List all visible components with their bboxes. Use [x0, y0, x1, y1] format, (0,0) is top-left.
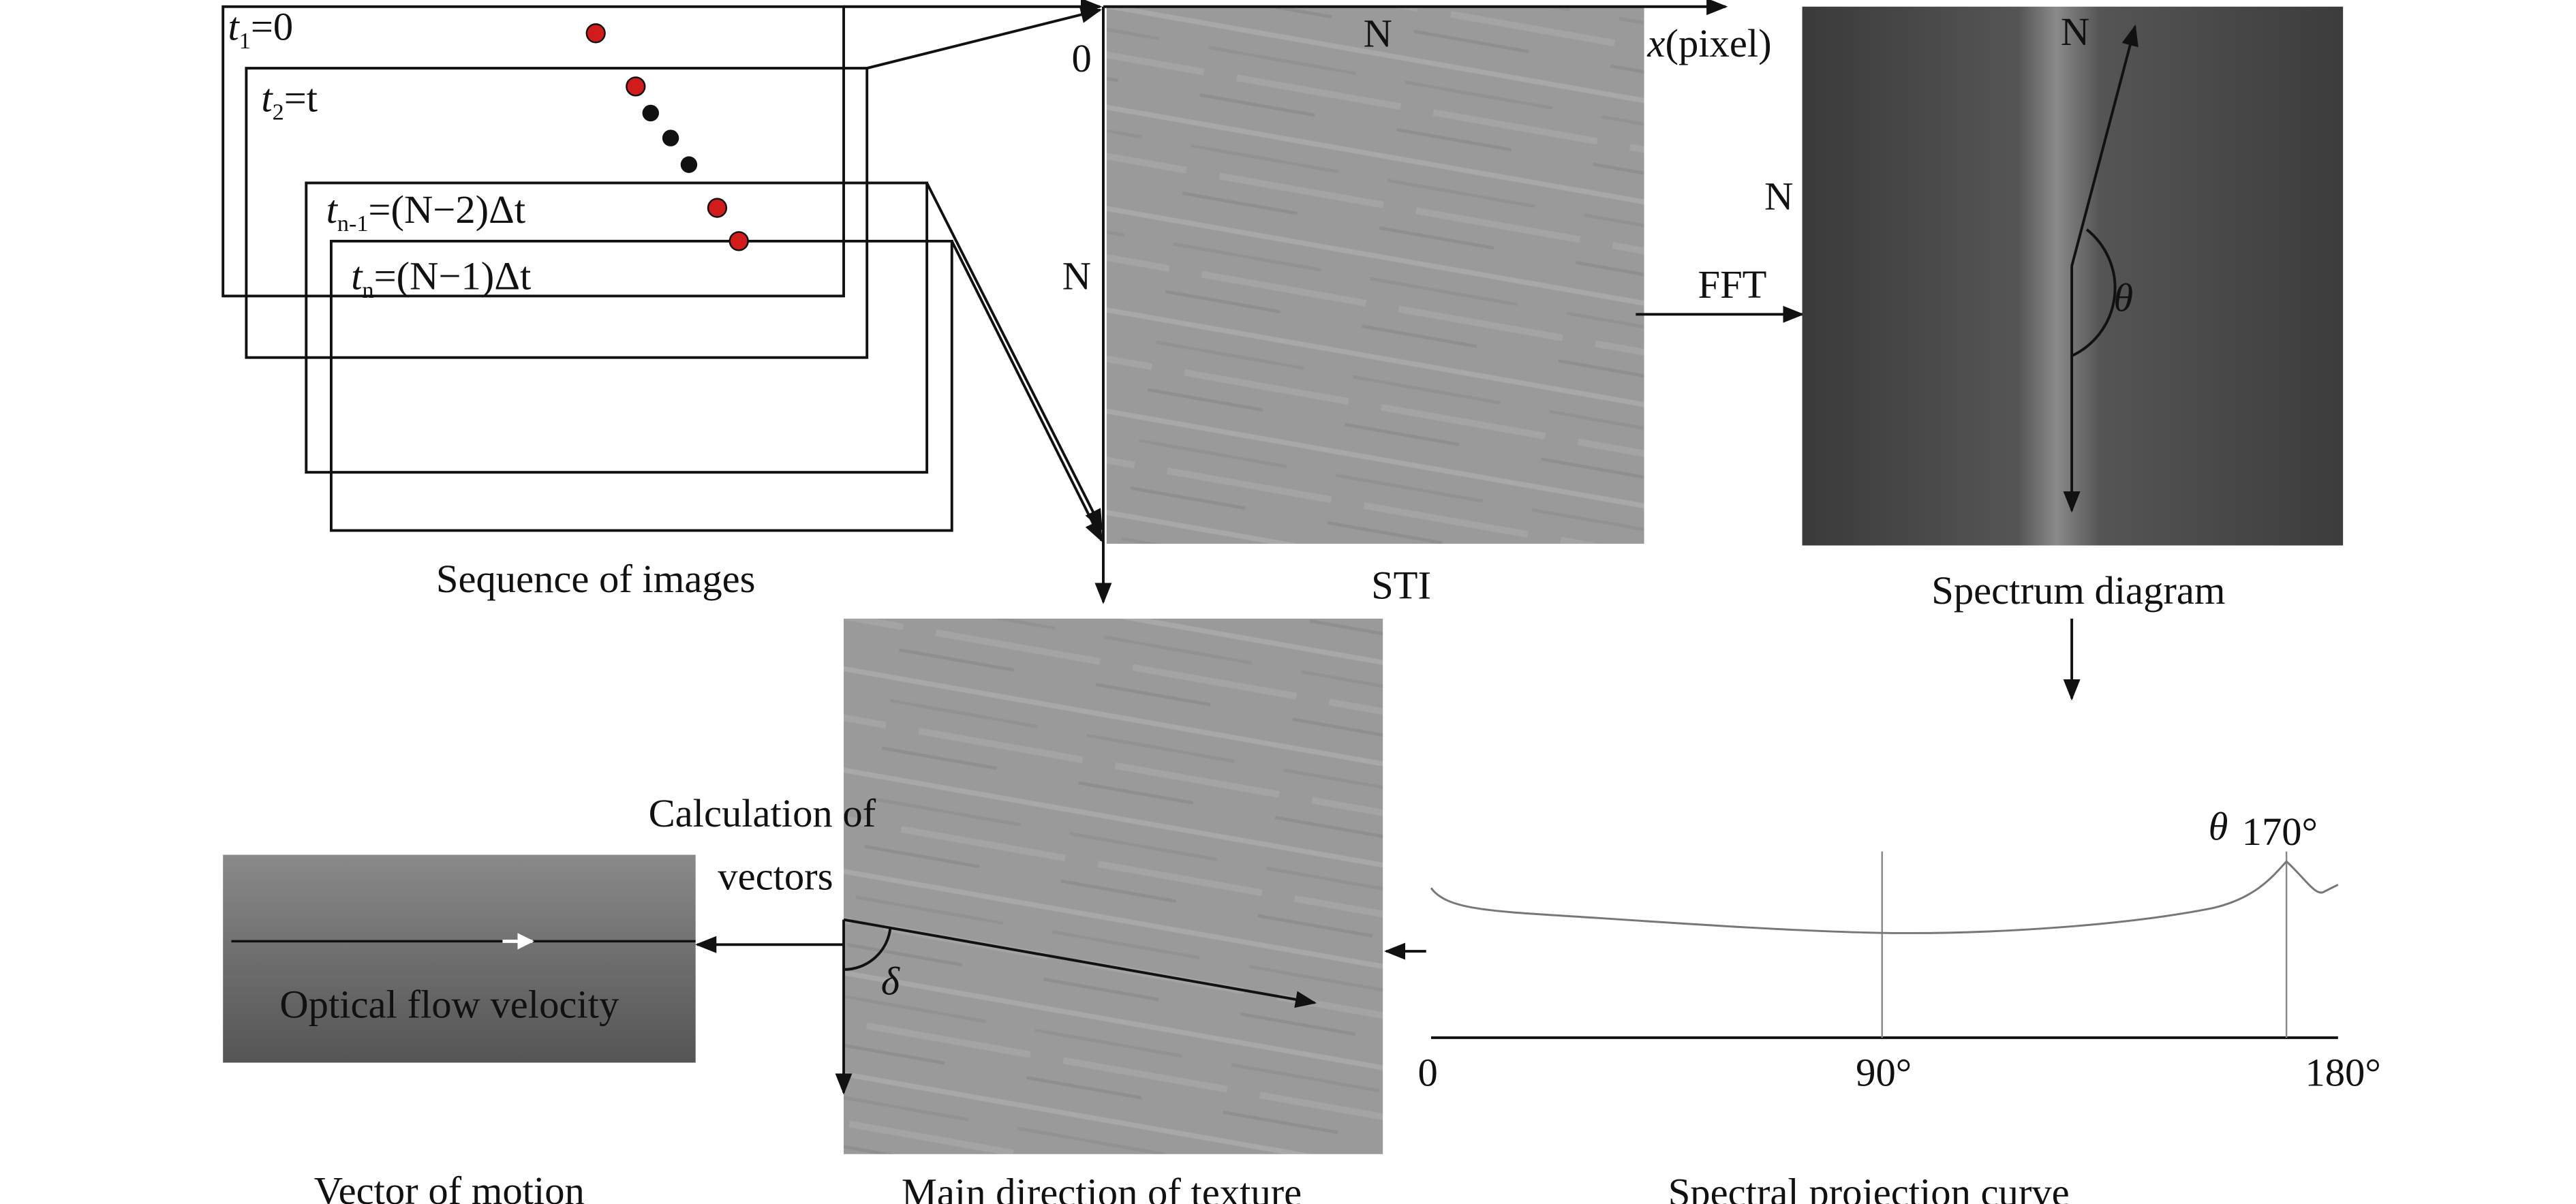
label: N: [1062, 254, 1091, 298]
rest: =(N−1)Δt: [374, 254, 532, 298]
red-dot: [626, 76, 646, 97]
sub: n: [363, 278, 374, 303]
label: N: [2061, 10, 2089, 54]
caption: Vector of motion: [314, 1169, 585, 1204]
var: t: [326, 187, 339, 232]
var: t: [228, 5, 241, 49]
peak-value: 170°: [2242, 809, 2318, 854]
angle-arc: [2071, 228, 2117, 358]
label: N: [1764, 174, 1793, 219]
unit: (pixel): [1665, 21, 1771, 65]
caption: Sequence of images: [436, 557, 756, 601]
var: t: [351, 254, 363, 298]
frame: [305, 181, 929, 474]
red-dot: [707, 198, 728, 218]
frame: [245, 67, 869, 359]
label: FFT: [1698, 262, 1766, 307]
red-dot: [585, 23, 606, 44]
flow-image: [223, 854, 696, 1063]
frame-label: tn=(N−1)Δt: [351, 254, 531, 303]
arrow: [925, 182, 1103, 531]
rest: =t: [284, 76, 318, 121]
arrow: [843, 918, 1317, 1008]
sub: 2: [273, 100, 284, 125]
curve: [1430, 860, 2339, 934]
frame-label: tn-1=(N−2)Δt: [326, 187, 526, 236]
tick-label: 90°: [1856, 1051, 1912, 1095]
caption: Spectrum diagram: [1931, 568, 2225, 613]
label: Calculation of: [649, 791, 876, 835]
label: vectors: [718, 854, 833, 899]
sub: 1: [239, 29, 251, 54]
caption: Spectral projection curve: [1668, 1170, 2070, 1204]
frame-label: t1=0: [228, 5, 294, 54]
caption: STI: [1371, 564, 1431, 608]
frame: [329, 239, 953, 532]
frame-label: t2=t: [261, 76, 318, 125]
var: t: [261, 76, 273, 121]
arrow: [866, 6, 1103, 70]
angle-label: δ: [881, 959, 900, 1003]
sti-image: [1106, 6, 1644, 544]
arrow: [950, 241, 1103, 542]
dot: [642, 104, 659, 122]
angle-arc: [844, 927, 892, 971]
tick-label: 180°: [2305, 1051, 2380, 1095]
peak-symbol: θ: [2209, 805, 2228, 849]
frame: [221, 5, 845, 298]
angle-label: θ: [2113, 275, 2133, 320]
label: 0: [1072, 36, 1092, 80]
sub: n-1: [337, 211, 369, 236]
tick-label: 0: [1417, 1051, 1437, 1095]
dot: [680, 156, 698, 173]
label: Optical flow velocity: [279, 983, 619, 1027]
rest: =0: [251, 5, 293, 49]
axis-label: x(pixel): [1646, 21, 1771, 65]
caption: Main direction of texture: [902, 1170, 1302, 1204]
var: x: [1646, 21, 1665, 65]
rest: =(N−2)Δt: [368, 187, 525, 232]
image-sequence: t1=0 t2=t tn-1=(N−2)Δt tn=(N−1)Δt Sequen…: [221, 5, 953, 601]
red-dot: [729, 231, 749, 251]
label: N: [1364, 11, 1392, 55]
arrow: [2070, 25, 2138, 266]
texture-image: [844, 618, 1383, 1154]
dot: [662, 129, 679, 146]
